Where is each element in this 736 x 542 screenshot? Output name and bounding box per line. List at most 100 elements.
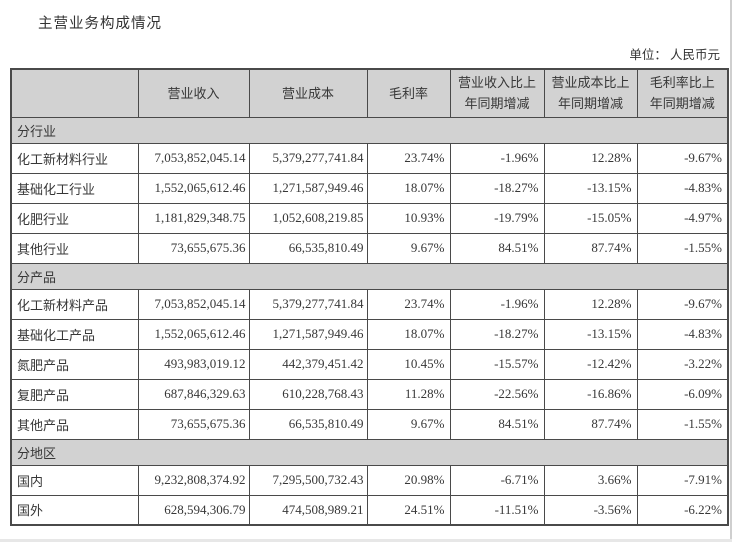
margin-yoy-cell: -6.09% <box>636 378 729 410</box>
margin-cell: 20.98% <box>366 464 451 496</box>
margin-yoy-cell: -4.83% <box>636 172 729 204</box>
revenue-cell: 1,181,829,348.75 <box>137 202 250 234</box>
table-row: 化肥行业 1,181,829,348.75 1,052,608,219.85 1… <box>10 202 729 234</box>
revenue-cell: 493,983,019.12 <box>137 348 250 380</box>
cost-yoy-cell: 3.66% <box>543 464 638 496</box>
revenue-cell: 7,053,852,045.14 <box>137 288 250 320</box>
revenue-yoy-cell: -11.51% <box>449 494 545 526</box>
row-label: 化肥行业 <box>10 202 139 234</box>
table-row: 其他行业 73,655,675.36 66,535,810.49 9.67% 8… <box>10 232 729 264</box>
revenue-cell: 687,846,329.63 <box>137 378 250 410</box>
row-label: 基础化工产品 <box>10 318 139 350</box>
table-row: 化工新材料产品 7,053,852,045.14 5,379,277,741.8… <box>10 288 729 320</box>
margin-cell: 18.07% <box>366 172 451 204</box>
cost-cell: 66,535,810.49 <box>248 408 368 440</box>
row-label: 国外 <box>10 494 139 526</box>
col-header-category <box>10 68 139 118</box>
cost-cell: 1,271,587,949.46 <box>248 318 368 350</box>
margin-yoy-cell: -6.22% <box>636 494 729 526</box>
revenue-yoy-cell: -1.96% <box>449 142 545 174</box>
margin-yoy-cell: -4.83% <box>636 318 729 350</box>
cost-cell: 5,379,277,741.84 <box>248 142 368 174</box>
margin-cell: 10.93% <box>366 202 451 234</box>
cost-yoy-cell: -16.86% <box>543 378 638 410</box>
margin-cell: 10.45% <box>366 348 451 380</box>
revenue-yoy-cell: -6.71% <box>449 464 545 496</box>
margin-cell: 24.51% <box>366 494 451 526</box>
col-header-cost: 营业成本 <box>248 68 368 118</box>
col-header-cost-yoy: 营业成本比上 年同期增减 <box>543 68 638 118</box>
revenue-cell: 628,594,306.79 <box>137 494 250 526</box>
scan-page-edge-right <box>730 0 732 542</box>
cost-yoy-cell: -15.05% <box>543 202 638 234</box>
revenue-yoy-cell: -18.27% <box>449 172 545 204</box>
cost-cell: 610,228,768.43 <box>248 378 368 410</box>
table-row: 化工新材料行业 7,053,852,045.14 5,379,277,741.8… <box>10 142 729 174</box>
header-row: 营业收入 营业成本 毛利率 营业收入比上 年同期增减 营业成本比上 年同期增减 … <box>10 68 729 118</box>
row-label: 其他产品 <box>10 408 139 440</box>
col-header-margin-yoy: 毛利率比上 年同期增减 <box>636 68 729 118</box>
table-row: 复肥产品 687,846,329.63 610,228,768.43 11.28… <box>10 378 729 410</box>
scan-page-edge-bottom <box>0 539 732 542</box>
col-header-margin: 毛利率 <box>366 68 451 118</box>
row-label: 复肥产品 <box>10 378 139 410</box>
cost-cell: 66,535,810.49 <box>248 232 368 264</box>
cost-yoy-cell: 87.74% <box>543 232 638 264</box>
revenue-yoy-cell: -22.56% <box>449 378 545 410</box>
table-row: 国外 628,594,306.79 474,508,989.21 24.51% … <box>10 494 729 526</box>
revenue-yoy-cell: 84.51% <box>449 232 545 264</box>
revenue-cell: 73,655,675.36 <box>137 232 250 264</box>
margin-yoy-cell: -9.67% <box>636 288 729 320</box>
margin-yoy-cell: -1.55% <box>636 232 729 264</box>
section-row-by-region: 分地区 <box>10 438 729 466</box>
margin-cell: 23.74% <box>366 142 451 174</box>
cost-cell: 442,379,451.42 <box>248 348 368 380</box>
row-label: 氮肥产品 <box>10 348 139 380</box>
margin-cell: 18.07% <box>366 318 451 350</box>
table-row: 国内 9,232,808,374.92 7,295,500,732.43 20.… <box>10 464 729 496</box>
cost-yoy-cell: -13.15% <box>543 318 638 350</box>
row-label: 其他行业 <box>10 232 139 264</box>
cost-yoy-cell: -13.15% <box>543 172 638 204</box>
col-header-revenue-yoy: 营业收入比上 年同期增减 <box>449 68 545 118</box>
section-label: 分地区 <box>10 438 729 466</box>
margin-yoy-cell: -9.67% <box>636 142 729 174</box>
cost-yoy-cell: -3.56% <box>543 494 638 526</box>
revenue-cell: 7,053,852,045.14 <box>137 142 250 174</box>
section-row-by-industry: 分行业 <box>10 116 729 144</box>
cost-cell: 474,508,989.21 <box>248 494 368 526</box>
revenue-yoy-cell: -19.79% <box>449 202 545 234</box>
revenue-cell: 1,552,065,612.46 <box>137 318 250 350</box>
revenue-yoy-cell: -15.57% <box>449 348 545 380</box>
section-row-by-product: 分产品 <box>10 262 729 290</box>
cost-yoy-cell: -12.42% <box>543 348 638 380</box>
row-label: 基础化工行业 <box>10 172 139 204</box>
revenue-cell: 1,552,065,612.46 <box>137 172 250 204</box>
revenue-cell: 9,232,808,374.92 <box>137 464 250 496</box>
margin-cell: 23.74% <box>366 288 451 320</box>
revenue-yoy-cell: -18.27% <box>449 318 545 350</box>
table-row: 氮肥产品 493,983,019.12 442,379,451.42 10.45… <box>10 348 729 380</box>
margin-cell: 11.28% <box>366 378 451 410</box>
page-title: 主营业务构成情况 <box>38 16 162 32</box>
revenue-cell: 73,655,675.36 <box>137 408 250 440</box>
cost-cell: 1,052,608,219.85 <box>248 202 368 234</box>
row-label: 化工新材料行业 <box>10 142 139 174</box>
margin-yoy-cell: -1.55% <box>636 408 729 440</box>
revenue-yoy-cell: -1.96% <box>449 288 545 320</box>
margin-yoy-cell: -7.91% <box>636 464 729 496</box>
row-label: 国内 <box>10 464 139 496</box>
cost-cell: 5,379,277,741.84 <box>248 288 368 320</box>
cost-yoy-cell: 87.74% <box>543 408 638 440</box>
col-header-revenue: 营业收入 <box>137 68 250 118</box>
cost-yoy-cell: 12.28% <box>543 288 638 320</box>
table-row: 基础化工行业 1,552,065,612.46 1,271,587,949.46… <box>10 172 729 204</box>
margin-cell: 9.67% <box>366 408 451 440</box>
cost-yoy-cell: 12.28% <box>543 142 638 174</box>
cost-cell: 1,271,587,949.46 <box>248 172 368 204</box>
margin-cell: 9.67% <box>366 232 451 264</box>
margin-yoy-cell: -3.22% <box>636 348 729 380</box>
currency-unit-label: 单位： 人民币元 <box>629 48 720 62</box>
cost-cell: 7,295,500,732.43 <box>248 464 368 496</box>
